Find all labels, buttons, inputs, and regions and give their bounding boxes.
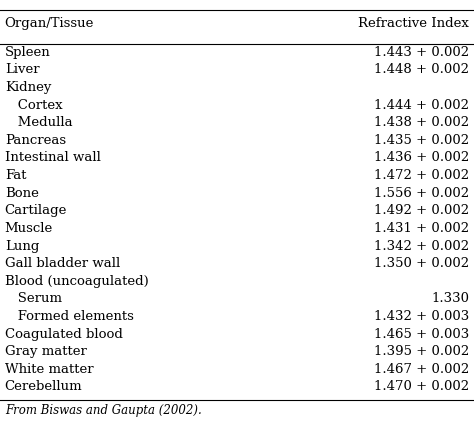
Text: Lung: Lung (5, 240, 39, 253)
Text: 1.435 + 0.002: 1.435 + 0.002 (374, 134, 469, 147)
Text: Refractive Index: Refractive Index (358, 17, 469, 30)
Text: Serum: Serum (5, 292, 62, 305)
Text: 1.431 + 0.002: 1.431 + 0.002 (374, 222, 469, 235)
Text: Intestinal wall: Intestinal wall (5, 152, 100, 164)
Text: Spleen: Spleen (5, 46, 51, 59)
Text: 1.350 + 0.002: 1.350 + 0.002 (374, 257, 469, 270)
Text: Bone: Bone (5, 187, 38, 200)
Text: 1.556 + 0.002: 1.556 + 0.002 (374, 187, 469, 200)
Text: Kidney: Kidney (5, 81, 51, 94)
Text: Blood (uncoagulated): Blood (uncoagulated) (5, 275, 148, 288)
Text: 1.465 + 0.003: 1.465 + 0.003 (374, 327, 469, 341)
Text: 1.467 + 0.002: 1.467 + 0.002 (374, 363, 469, 376)
Text: 1.432 + 0.003: 1.432 + 0.003 (374, 310, 469, 323)
Text: 1.470 + 0.002: 1.470 + 0.002 (374, 380, 469, 393)
Text: 1.438 + 0.002: 1.438 + 0.002 (374, 116, 469, 129)
Text: Formed elements: Formed elements (5, 310, 134, 323)
Text: 1.448 + 0.002: 1.448 + 0.002 (374, 63, 469, 77)
Text: White matter: White matter (5, 363, 93, 376)
Text: From Biswas and Gaupta (2002).: From Biswas and Gaupta (2002). (5, 404, 201, 417)
Text: Cartilage: Cartilage (5, 204, 67, 217)
Text: Gray matter: Gray matter (5, 345, 87, 358)
Text: 1.444 + 0.002: 1.444 + 0.002 (374, 98, 469, 112)
Text: Liver: Liver (5, 63, 39, 77)
Text: 1.395 + 0.002: 1.395 + 0.002 (374, 345, 469, 358)
Text: 1.492 + 0.002: 1.492 + 0.002 (374, 204, 469, 217)
Text: 1.330: 1.330 (431, 292, 469, 305)
Text: 1.443 + 0.002: 1.443 + 0.002 (374, 46, 469, 59)
Text: Organ/Tissue: Organ/Tissue (5, 17, 94, 30)
Text: 1.472 + 0.002: 1.472 + 0.002 (374, 169, 469, 182)
Text: Cortex: Cortex (5, 98, 63, 112)
Text: 1.342 + 0.002: 1.342 + 0.002 (374, 240, 469, 253)
Text: Fat: Fat (5, 169, 26, 182)
Text: Pancreas: Pancreas (5, 134, 66, 147)
Text: Medulla: Medulla (5, 116, 73, 129)
Text: Gall bladder wall: Gall bladder wall (5, 257, 120, 270)
Text: 1.436 + 0.002: 1.436 + 0.002 (374, 152, 469, 164)
Text: Muscle: Muscle (5, 222, 53, 235)
Text: Coagulated blood: Coagulated blood (5, 327, 123, 341)
Text: Cerebellum: Cerebellum (5, 380, 82, 393)
